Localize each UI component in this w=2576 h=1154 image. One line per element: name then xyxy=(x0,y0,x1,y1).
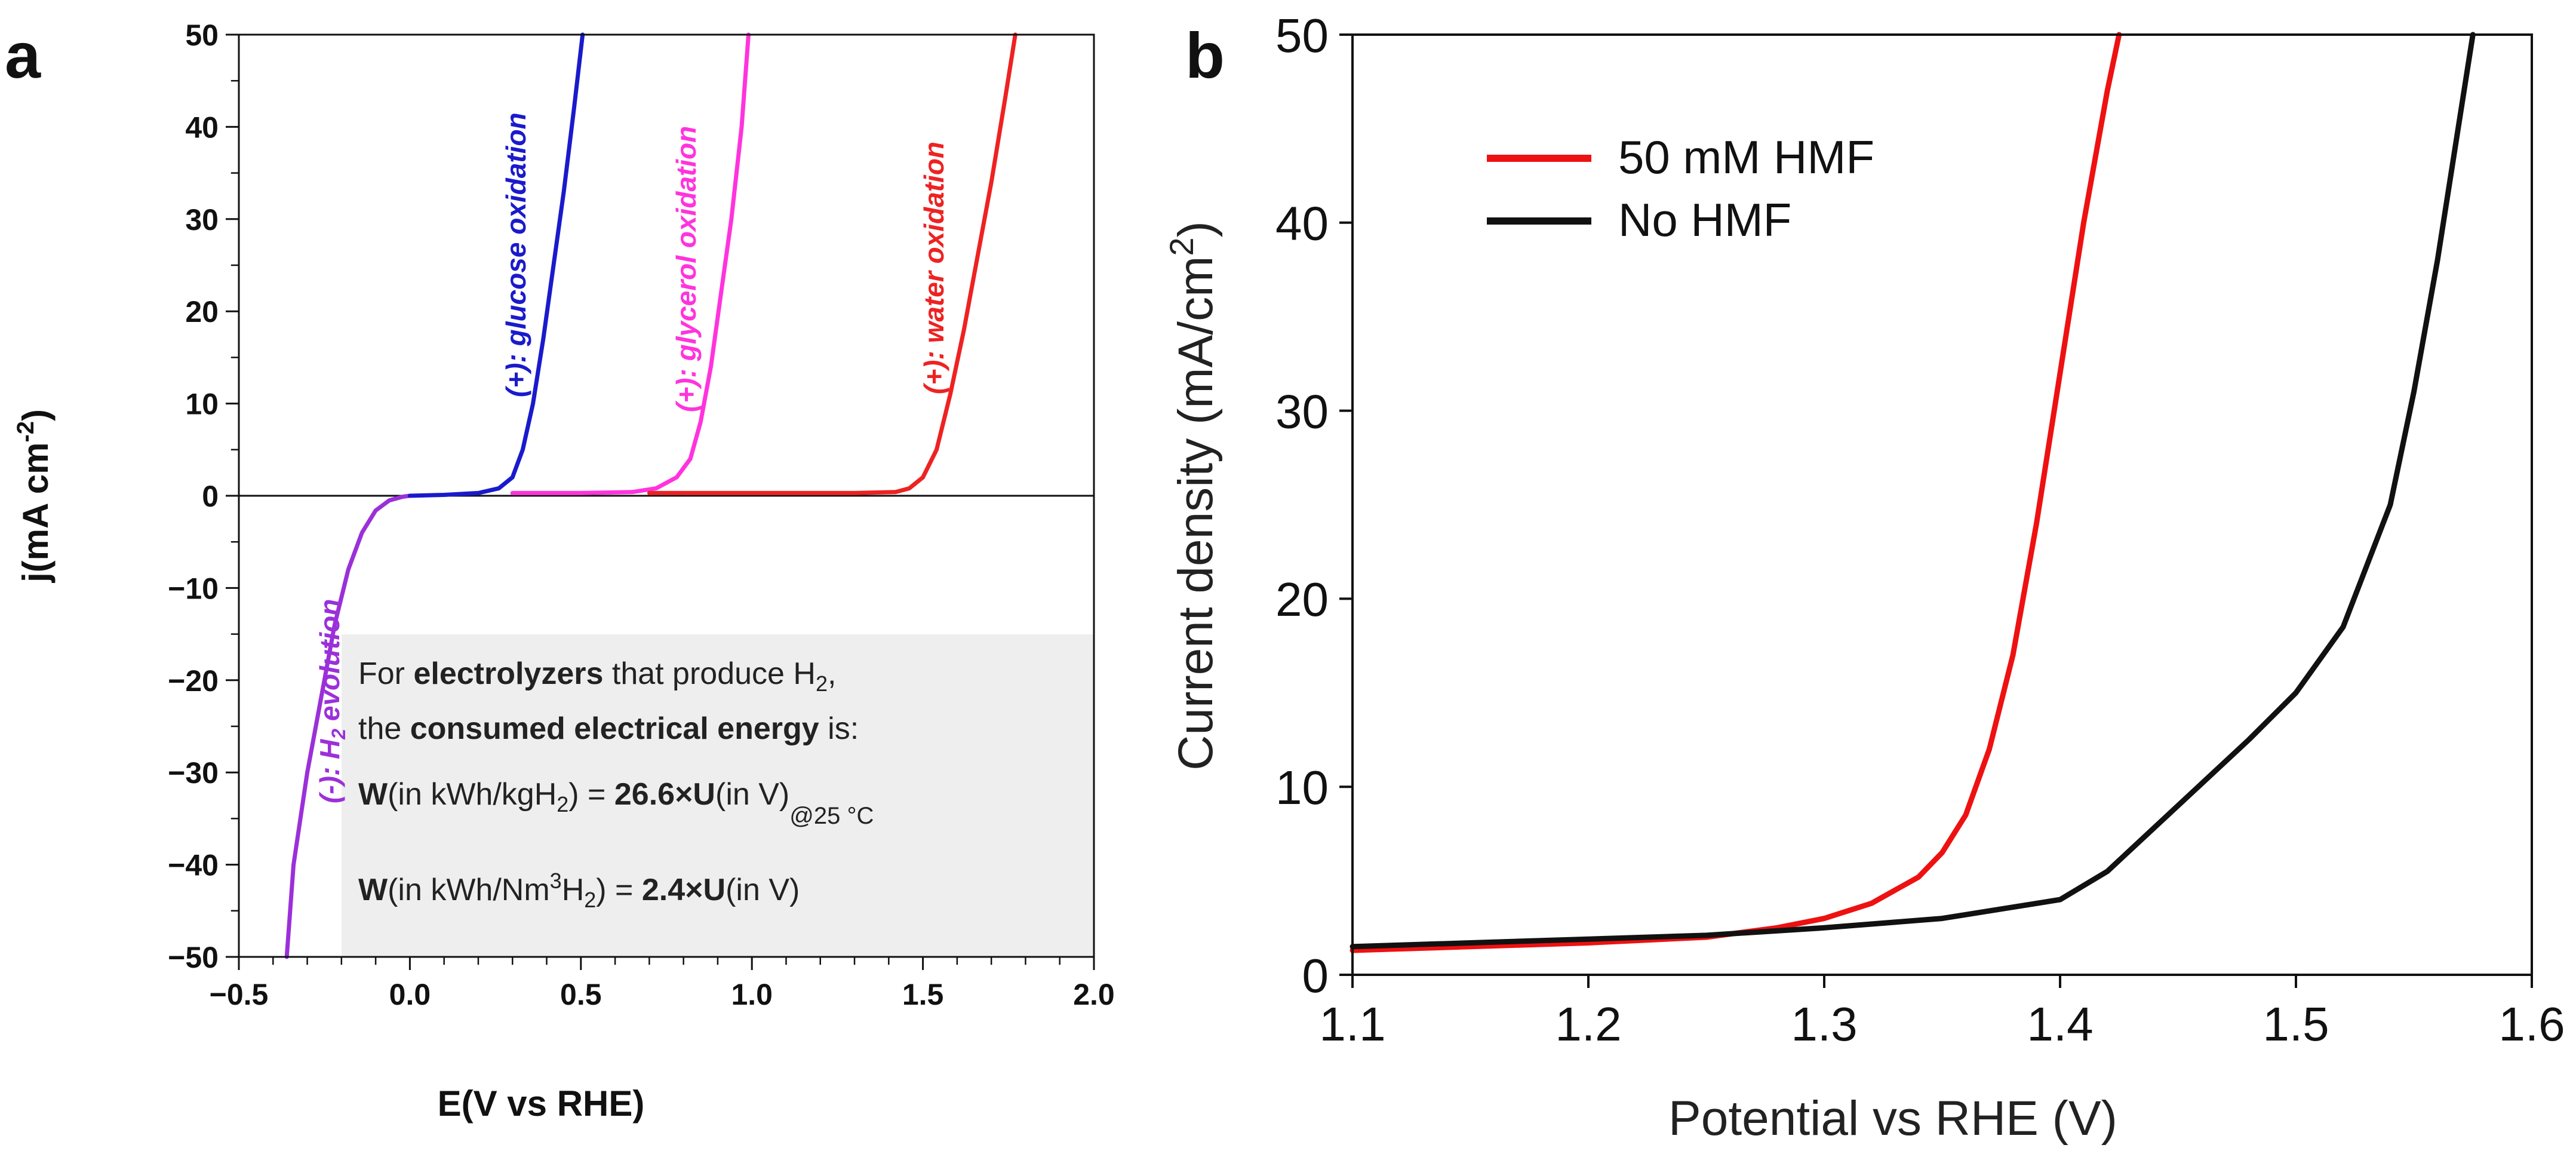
info-line-4: W(in kWh/Nm3H2) = 2.4×U(in V) xyxy=(358,868,800,912)
panel-b-y-tick-label: 20 xyxy=(1275,573,1329,626)
panel-label-b: b xyxy=(1185,19,1225,91)
panel-label-a: a xyxy=(5,19,41,91)
panel-b-x-axis-title: Potential vs RHE (V) xyxy=(1668,1091,2117,1146)
info-line-3: W(in kWh/kgH2) = 26.6×U(in V)@25 °C xyxy=(358,777,874,829)
info-box-text: For electrolyzers that produce H2, the c… xyxy=(358,656,874,912)
panel-b-y-tick-label: 40 xyxy=(1275,197,1329,250)
panel-a-y-tick-label: −10 xyxy=(168,572,219,605)
info-line-2: the consumed electrical energy is: xyxy=(358,711,859,746)
panel-b-x-tick-label: 1.4 xyxy=(2027,998,2093,1051)
panel-b-axes-frame xyxy=(1351,33,2533,976)
panel-a-y-tick-label: 20 xyxy=(185,295,219,329)
panel-a-x-tick-label: 0.0 xyxy=(389,978,431,1011)
panel-b-y-tick-label: 30 xyxy=(1275,385,1329,438)
panel-b-x-tick-label: 1.5 xyxy=(2263,998,2329,1051)
panel-b-y-tick-label: 10 xyxy=(1275,761,1329,814)
info-box xyxy=(342,634,1094,957)
panel-a-y-tick-label: 30 xyxy=(185,203,219,237)
panel-b-x-tick-label: 1.1 xyxy=(1319,998,1385,1051)
panel-a-y-axis-title: j(mA cm-2) xyxy=(13,409,56,583)
panel-a-y-tick-label: 10 xyxy=(185,388,219,421)
panel-a-series-2-line xyxy=(510,32,751,495)
panel-a-y-tick-label: −50 xyxy=(168,941,219,974)
panel-a-x-tick-label: 2.0 xyxy=(1073,978,1115,1011)
panel-b-x-tick-label: 1.3 xyxy=(1791,998,1857,1051)
panel-b-y-axis-title: Current density (mA/cm2) xyxy=(1163,221,1223,771)
panel-a-x-tick-label: 0.5 xyxy=(560,978,602,1011)
annotation-water-oxidation: (+): water oxidation xyxy=(918,142,949,394)
panel-b-y-tick-label: 0 xyxy=(1302,949,1329,1002)
panel-a-x-tick-label: 1.5 xyxy=(902,978,944,1011)
panel-a-y-tick-label: −40 xyxy=(168,849,219,882)
panel-a-plot: −0.5 0.0 0.5 1.0 1.5 2.0 50 40 30 20 10 0 −10 −20 −30 −… xyxy=(168,19,1115,1011)
panel-a: a −0.5 0.0 0.5 1.0 1.5 2.0 50 40 30 20 10 0 −10 −20 −3… xyxy=(5,19,1115,1124)
panel-a-x-axis-title: E(V vs RHE) xyxy=(438,1084,645,1124)
panel-a-x-tick-label: 1.0 xyxy=(731,978,773,1011)
panel-b-plot: 1.1 1.2 1.3 1.4 1.5 1.6 0 10 20 30 40 50 xyxy=(1275,9,2565,1051)
panel-a-y-tick-label: −20 xyxy=(168,664,219,698)
annotation-glucose-oxidation: (+): glucose oxidation xyxy=(500,112,531,397)
panel-a-y-tick-label: 50 xyxy=(185,19,219,52)
legend-label-no-hmf: No HMF xyxy=(1618,194,1791,246)
info-line-1: For electrolyzers that produce H2, xyxy=(358,656,836,696)
panel-a-x-tick-label: −0.5 xyxy=(210,978,269,1011)
panel-a-series-3-line xyxy=(647,32,1018,495)
panel-a-y-tick-label: 40 xyxy=(185,111,219,144)
panel-b-series-1-line xyxy=(1350,32,2476,950)
panel-a-series-0-line xyxy=(284,493,412,959)
legend-label-hmf: 50 mM HMF xyxy=(1618,131,1874,183)
annotation-glycerol-oxidation: (+): glycerol oxidation xyxy=(671,126,702,412)
annotation-h2-evolution: (-): H2 evolution xyxy=(314,599,349,803)
panel-b: b 1.1 1.2 1.3 1.4 1.5 1.6 0 10 20 30 40 50 50 mM HM… xyxy=(1163,9,2565,1146)
panel-b-legend: 50 mM HMF No HMF xyxy=(1487,131,1874,246)
panel-a-y-tick-label: 0 xyxy=(202,480,219,513)
panel-a-series-1-line xyxy=(407,32,585,498)
panel-a-y-tick-label: −30 xyxy=(168,756,219,790)
panel-b-x-tick-label: 1.2 xyxy=(1555,998,1621,1051)
panel-b-y-tick-label: 50 xyxy=(1275,9,1329,62)
panel-b-x-tick-label: 1.6 xyxy=(2498,998,2565,1051)
